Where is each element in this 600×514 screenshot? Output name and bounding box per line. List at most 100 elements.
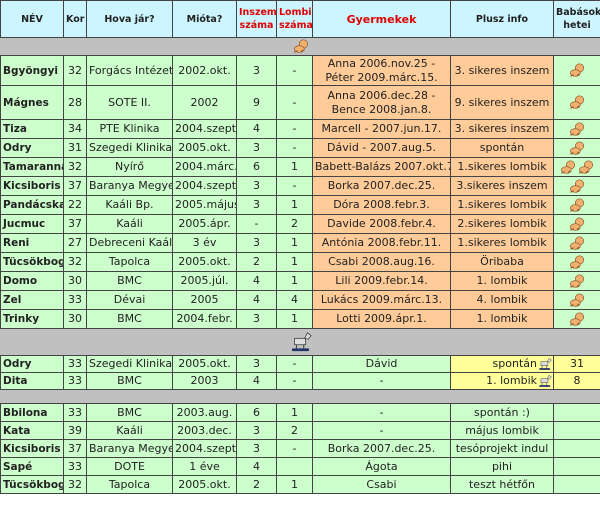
children-cell: Davide 2008.febr.4. [312, 214, 451, 234]
inszem-count: 4 [253, 374, 260, 387]
members-table: NÉV Kor Hova jár? Mióta? Inszem száma Lo… [0, 0, 600, 494]
age-cell: 33 [63, 372, 87, 390]
clinic: PTE Klinika [99, 122, 160, 135]
table-row: Dita 33 BMC 2003 4 - - 1. lombik 8 [0, 372, 600, 390]
children-cell: Borka 2007.dec.25. [312, 439, 451, 458]
member-name-cell: Tiza [0, 119, 64, 139]
member-name-cell: Tücsökbogár [0, 475, 64, 494]
age: 39 [68, 423, 82, 437]
clinic: Debreceni Kaáli [89, 236, 173, 249]
clinic-cell: Debreceni Kaáli [86, 233, 173, 253]
info: spontán :) [474, 405, 530, 419]
since-cell: 1 éve [172, 457, 237, 476]
since: 2005.okt. [178, 357, 231, 370]
children: Borka 2007.dec.25. [327, 441, 436, 455]
member-name: Trinky [3, 313, 40, 325]
children-cell: Csabi [312, 475, 451, 494]
inszem-count: 3 [253, 141, 260, 154]
since: 2003.aug. [176, 405, 233, 419]
age: 33 [68, 405, 82, 419]
member-name-cell: Sapé [0, 457, 64, 476]
header-since: Mióta? [172, 0, 237, 38]
since: 2004.febr. [176, 312, 233, 325]
info: 1. lombik [476, 312, 528, 325]
age: 33 [68, 459, 82, 473]
info: 1. lombik [476, 274, 528, 287]
since-cell: 2004.szept. [172, 439, 237, 458]
clinic-cell: Dévai [86, 290, 173, 310]
member-name-cell: Bbilona [0, 403, 64, 422]
age-cell: 33 [63, 290, 87, 310]
children-cell: Anna 2006.dec.28 - Bence 2008.jan.8. [312, 85, 451, 120]
age: 32 [68, 255, 82, 268]
children-cell: - [312, 403, 451, 422]
weeks-cell: 8 [553, 372, 600, 390]
baby-icon [577, 160, 595, 175]
clinic: Nyírő [114, 160, 145, 173]
weeks-cell [553, 85, 600, 120]
member-name: Kicsiboris [3, 180, 61, 192]
since-cell: 2003.dec. [172, 421, 237, 440]
lombik-count-cell: - [276, 55, 313, 86]
weeks-cell: 31 [553, 355, 600, 373]
weeks-cell [553, 403, 600, 422]
lombik-count: - [292, 95, 297, 109]
weeks-cell [553, 475, 600, 494]
info-cell: 1. lombik [450, 372, 554, 390]
baby-icon [568, 198, 586, 213]
clinic-cell: Forgács Intézet [86, 55, 173, 86]
inszem-count: - [254, 217, 259, 230]
clinic: BMC [117, 374, 142, 387]
member-name: Bgyöngyi [3, 64, 59, 77]
table-row: Kicsiboris 37 Baranya Megyei 2004.szept. 3 - B… [0, 176, 600, 196]
age-cell: 33 [63, 355, 87, 373]
age-cell: 30 [63, 271, 87, 291]
age-cell: 32 [63, 252, 87, 272]
inszem-count: 3 [253, 423, 260, 437]
inszem-count-cell: 3 [236, 309, 277, 329]
lombik-count-cell [276, 457, 313, 476]
member-name: Tiza [3, 123, 27, 135]
pregnancy-weeks: 31 [570, 357, 584, 370]
info-cell: tesóprojekt indul [450, 439, 554, 458]
weeks-cell [553, 421, 600, 440]
age: 37 [68, 441, 82, 455]
member-name: Jucmuc [3, 218, 46, 230]
inszem-count: 4 [253, 274, 260, 287]
inszem-count: 4 [253, 122, 260, 135]
weeks-cell [553, 157, 600, 177]
table-row: Kicsiboris 37 Baranya Megyei 2004.szept. 3 - B… [0, 439, 600, 458]
baby-icon [568, 179, 586, 194]
clinic-cell: PTE Klinika [86, 119, 173, 139]
table-row: Bgyöngyi 32 Forgács Intézet 2002.okt. 3 - Anna… [0, 55, 600, 86]
member-name: Kata [3, 424, 31, 437]
age-cell: 37 [63, 176, 87, 196]
lombik-count-cell: 2 [276, 421, 313, 440]
member-name: Dita [3, 375, 28, 387]
inszem-count-cell: 3 [236, 195, 277, 215]
clinic: Szegedi Klinika [89, 141, 173, 154]
weeks-cell [553, 176, 600, 196]
children: Lukács 2009.márc.13. [320, 293, 443, 306]
weeks-cell [553, 119, 600, 139]
lombik-count: 4 [291, 293, 298, 306]
children: Dávid [365, 357, 398, 370]
clinic-cell: BMC [86, 309, 173, 329]
lombik-count: 2 [291, 217, 298, 230]
member-name-cell: Tamaranna [0, 157, 64, 177]
clinic: SOTE II. [108, 95, 151, 109]
info: 3. sikeres inszem [454, 63, 550, 77]
age-cell: 27 [63, 233, 87, 253]
table-row: Mágnes 28 SOTE II. 2002 9 - Anna 2006.dec.28 -… [0, 85, 600, 120]
baby-icon [568, 312, 586, 327]
children-cell: Csabi 2008.aug.16. [312, 252, 451, 272]
inszem-count-cell: 6 [236, 157, 277, 177]
member-name: Domo [3, 275, 38, 287]
info: 3. sikeres inszem [454, 122, 550, 135]
clinic-cell: Kaáli [86, 214, 173, 234]
info-cell: 1. lombik [450, 309, 554, 329]
inszem-count: 4 [253, 293, 260, 306]
header-weeks: Babások hetei [553, 0, 600, 38]
age: 22 [68, 198, 82, 211]
header-inszem: Inszem száma [236, 0, 277, 38]
